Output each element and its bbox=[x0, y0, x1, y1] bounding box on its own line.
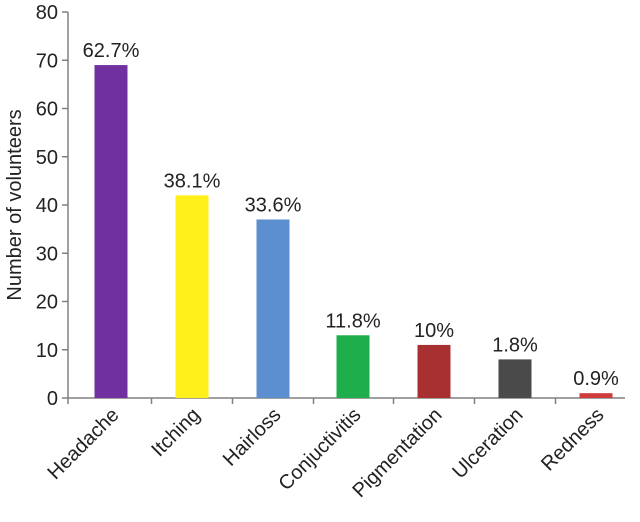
y-axis-title: Number of volunteers bbox=[4, 109, 26, 300]
category-label-ulceration: Ulceration bbox=[448, 404, 527, 483]
y-tick-label: 10 bbox=[36, 340, 58, 362]
data-label-conjuctivitis: 11.8% bbox=[325, 310, 380, 332]
bar-hairloss bbox=[256, 219, 290, 398]
y-tick-label: 60 bbox=[36, 99, 58, 121]
category-label-hairloss: Hairloss bbox=[219, 404, 286, 471]
y-axis: 0 10 20 30 40 50 60 70 80 bbox=[36, 2, 69, 410]
y-tick-label: 80 bbox=[36, 2, 58, 24]
y-tick-label: 50 bbox=[36, 147, 58, 169]
y-tick-label: 20 bbox=[36, 292, 58, 314]
bar-pigmentation bbox=[417, 344, 451, 398]
data-label-ulceration: 1.8% bbox=[492, 334, 538, 356]
bar-ulceration bbox=[498, 359, 532, 398]
bar-redness bbox=[579, 393, 613, 398]
y-tick-label: 40 bbox=[36, 195, 58, 217]
bar-headache bbox=[94, 65, 128, 398]
y-tick-label: 30 bbox=[36, 243, 58, 265]
bar-itching bbox=[175, 195, 209, 398]
bar-conjuctivitis bbox=[336, 335, 370, 398]
y-tick-label: 0 bbox=[47, 388, 58, 410]
category-labels: Headache Itching HairlossConjuctivitisPigm… bbox=[43, 404, 608, 502]
data-labels: 62.7% 38.1% 33.6% 11.8% 10% 1.8% 0.9% bbox=[83, 40, 619, 390]
bars bbox=[94, 65, 613, 398]
data-label-headache: 62.7% bbox=[83, 40, 140, 62]
data-label-pigmentation: 10% bbox=[414, 320, 454, 342]
data-label-itching: 38.1% bbox=[164, 170, 221, 192]
category-label-redness: Redness bbox=[537, 404, 608, 475]
category-label-headache: Headache bbox=[43, 404, 123, 484]
y-tick-label: 70 bbox=[36, 50, 58, 72]
category-label-itching: Itching bbox=[147, 404, 204, 461]
x-axis bbox=[67, 397, 625, 404]
data-label-redness: 0.9% bbox=[573, 368, 619, 390]
data-label-hairloss: 33.6% bbox=[245, 194, 302, 216]
category-label-conjuctivitis: Conjuctivitis bbox=[275, 404, 366, 495]
